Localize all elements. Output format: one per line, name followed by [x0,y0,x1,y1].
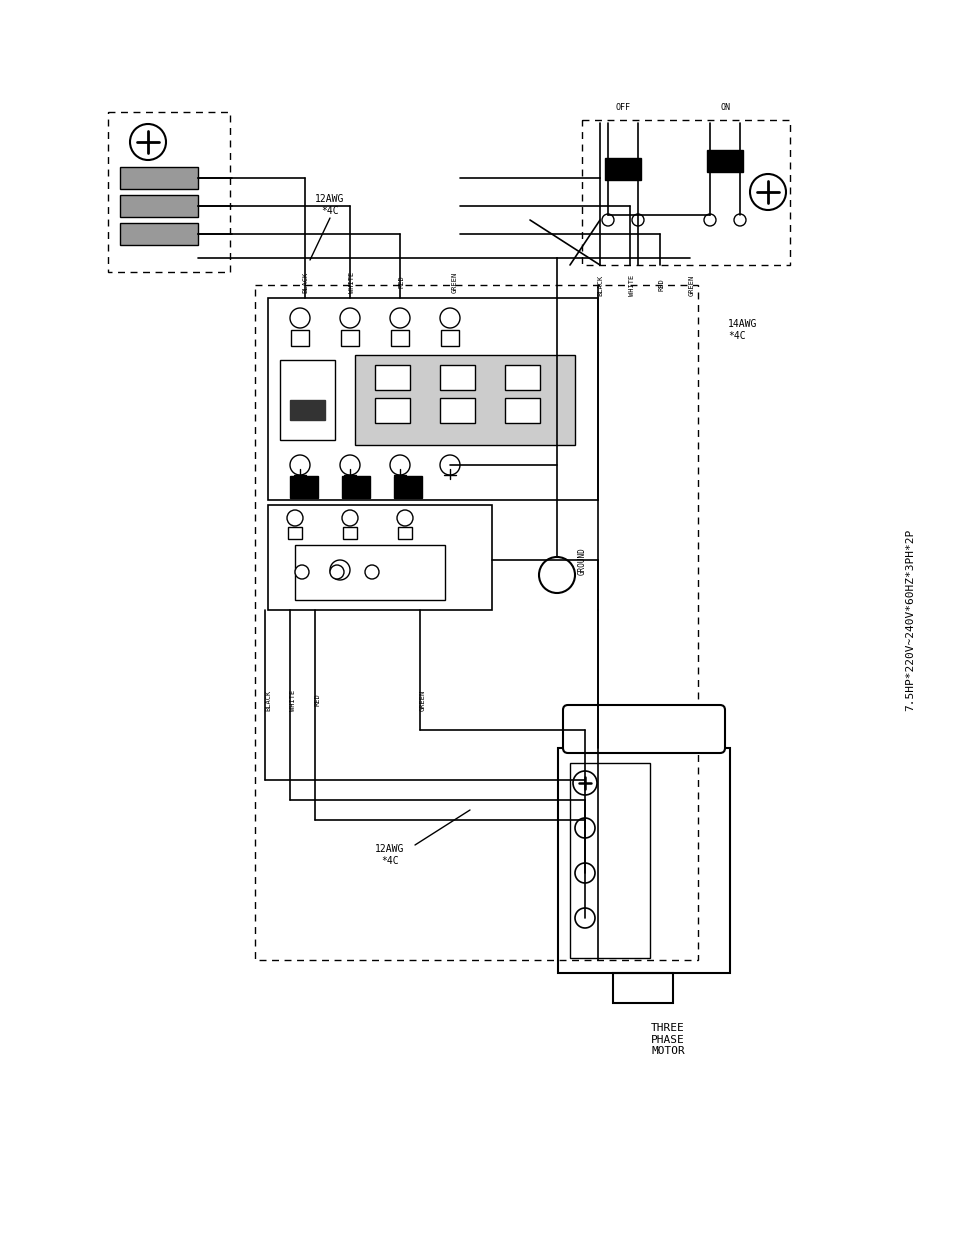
Bar [120,224,198,245]
Bar [288,527,302,538]
Text: WHITE: WHITE [628,274,635,295]
Circle shape [733,214,745,226]
Bar [108,112,230,272]
Circle shape [365,564,378,579]
Circle shape [390,454,410,475]
Bar [504,398,539,424]
Circle shape [290,308,310,329]
Circle shape [341,510,357,526]
Bar [375,366,410,390]
Bar [343,527,356,538]
Text: WHITE: WHITE [349,272,355,293]
Bar [440,330,458,346]
Bar [294,545,444,600]
Bar [604,158,640,180]
Circle shape [538,557,575,593]
Text: RED: RED [314,694,320,706]
Bar [569,763,649,958]
Bar [355,354,575,445]
Bar [340,330,358,346]
Bar [290,475,317,498]
Bar [120,195,198,217]
Circle shape [339,454,359,475]
Circle shape [601,214,614,226]
Bar [397,527,412,538]
Text: RED: RED [398,275,405,289]
Bar [268,505,492,610]
Bar [439,398,475,424]
Bar [706,149,742,172]
Bar [341,475,370,498]
Text: BLACK: BLACK [597,274,602,295]
Circle shape [575,908,595,927]
Text: THREE
PHASE
MOTOR: THREE PHASE MOTOR [651,1023,684,1056]
Text: OFF: OFF [615,103,630,112]
Bar [391,330,409,346]
Bar [439,366,475,390]
FancyBboxPatch shape [562,705,724,753]
Text: 14AWG
*4C: 14AWG *4C [727,319,757,341]
Bar [558,748,729,973]
Circle shape [290,454,310,475]
Text: GREEN: GREEN [688,274,695,295]
Text: 7.5HP*220V~240V*60HZ*3PH*2P: 7.5HP*220V~240V*60HZ*3PH*2P [904,529,914,711]
Bar [254,285,698,960]
Text: BLACK: BLACK [265,689,271,710]
Text: ON: ON [720,103,730,112]
Text: 12AWG
*4C: 12AWG *4C [315,194,344,216]
Text: RED: RED [659,279,664,291]
Circle shape [439,454,459,475]
Text: WHITE: WHITE [290,689,295,710]
Circle shape [749,174,785,210]
Circle shape [287,510,303,526]
Bar [291,330,309,346]
Circle shape [330,564,344,579]
Circle shape [631,214,643,226]
Circle shape [703,214,716,226]
Text: GREEN: GREEN [419,689,426,710]
Circle shape [439,308,459,329]
Text: GREEN: GREEN [452,272,457,293]
Circle shape [330,559,350,580]
Circle shape [390,308,410,329]
Circle shape [294,564,309,579]
Bar [268,298,598,500]
Text: BLACK: BLACK [302,272,308,293]
Bar [290,400,325,420]
Bar [375,398,410,424]
Bar [613,973,672,1003]
Text: GROUND: GROUND [577,547,586,576]
Bar [280,359,335,440]
Text: 12AWG
*4C: 12AWG *4C [375,845,404,866]
Bar [581,120,789,266]
Circle shape [339,308,359,329]
Circle shape [575,818,595,839]
Circle shape [130,124,166,161]
Circle shape [396,510,413,526]
Circle shape [573,771,597,795]
Bar [504,366,539,390]
Bar [120,167,198,189]
Circle shape [575,863,595,883]
Bar [394,475,421,498]
